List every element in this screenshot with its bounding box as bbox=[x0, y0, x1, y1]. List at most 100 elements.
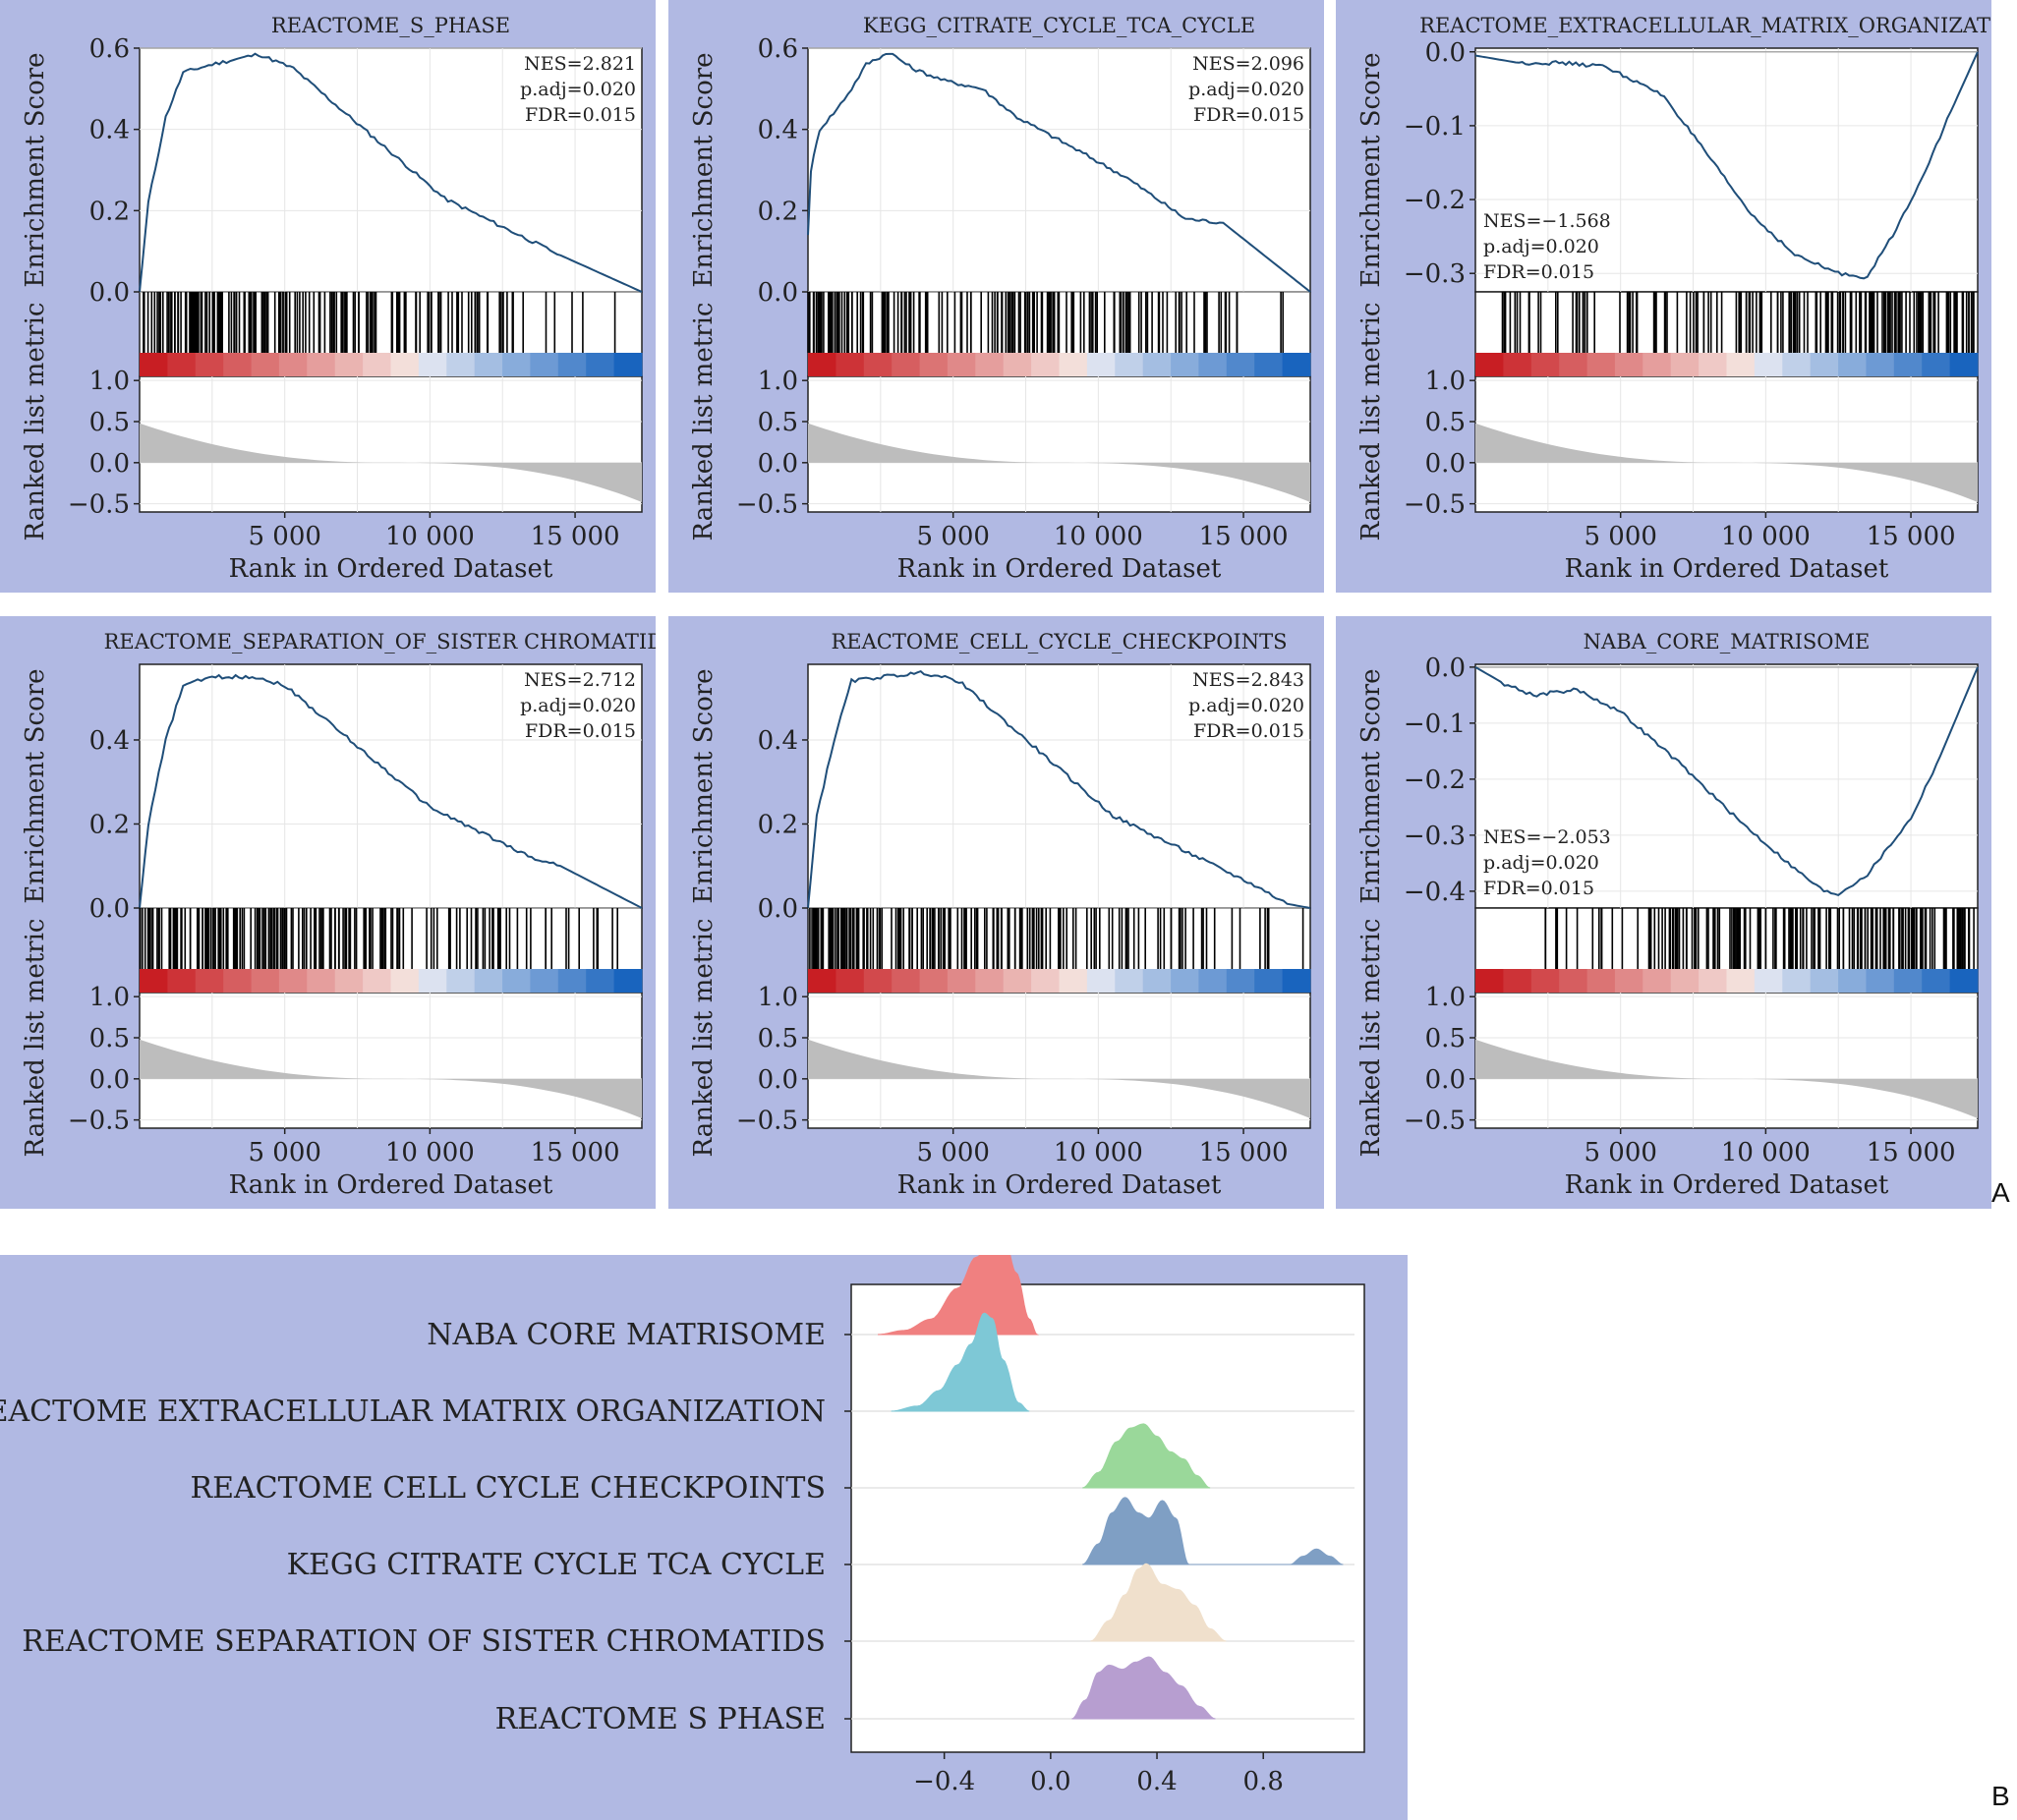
metric-area bbox=[1475, 423, 1978, 502]
heatmap-cell bbox=[586, 353, 615, 376]
figure-label-a: A bbox=[1991, 1177, 2010, 1208]
metric-y-axis-label: Ranked list metric bbox=[21, 303, 50, 541]
heatmap-cell bbox=[1282, 969, 1311, 993]
ridge-x-tick-label: 0.0 bbox=[1030, 1767, 1070, 1796]
es-plot-area bbox=[807, 47, 1311, 293]
es-y-tick-label: 0.2 bbox=[758, 810, 798, 839]
es-line bbox=[807, 669, 1311, 909]
gsea-panel: NABA_CORE_MATRISOME 0.0 −0.1 −0.2 −0.3 −0.4 NE… bbox=[1336, 616, 1991, 1209]
gsea-chart: REACTOME_CELL_CYCLE_CHECKPOINTS 0.0 0.2 0.4… bbox=[689, 630, 1311, 1200]
metric-y-tick-label: 1.0 bbox=[758, 983, 798, 1012]
ridge-density bbox=[1082, 1423, 1211, 1489]
heatmap-cell bbox=[278, 353, 308, 376]
heatmap-cell bbox=[613, 353, 643, 376]
stats-label: NES=2.096 bbox=[1192, 53, 1304, 75]
heatmap-cell bbox=[1503, 353, 1532, 376]
heatmap-cell bbox=[1726, 353, 1756, 376]
heatmap-cell bbox=[1614, 969, 1643, 993]
es-y-axis-label: Enrichment Score bbox=[689, 668, 719, 903]
gsea-panel: REACTOME_SEPARATION_OF_SISTER CHROMATIDS… bbox=[0, 616, 656, 1209]
heatmap-cell bbox=[1614, 353, 1643, 376]
stats-label: FDR=0.015 bbox=[1483, 261, 1594, 283]
heatmap-cell bbox=[390, 353, 420, 376]
heatmap-cell bbox=[167, 969, 197, 993]
heatmap-cell bbox=[140, 353, 168, 376]
heatmap-cell bbox=[1642, 353, 1672, 376]
heatmap-cell bbox=[1475, 353, 1504, 376]
heatmap-cell bbox=[1782, 353, 1812, 376]
panel-title: KEGG_CITRATE_CYCLE_TCA_CYCLE bbox=[863, 14, 1255, 37]
heatmap-cell bbox=[418, 969, 447, 993]
metric-y-tick-label: 1.0 bbox=[1425, 367, 1466, 396]
heatmap-cell bbox=[1059, 353, 1088, 376]
metric-y-tick-label: 0.0 bbox=[1425, 449, 1466, 479]
heatmap-cell bbox=[1838, 353, 1867, 376]
heatmap-cell bbox=[223, 969, 253, 993]
x-axis-label: Rank in Ordered Dataset bbox=[897, 554, 1222, 584]
es-plot-area bbox=[807, 663, 1311, 909]
stats-label: NES=2.821 bbox=[524, 53, 636, 75]
gsea-panels: REACTOME_S_PHASE 0.0 0.2 0.4 0.6 NES=2.821 p.a… bbox=[0, 0, 1991, 1209]
heatmap-cell bbox=[530, 353, 559, 376]
heatmap-cell bbox=[1922, 969, 1951, 993]
metric-y-tick-label: 0.0 bbox=[1425, 1065, 1466, 1095]
stats-label: NES=−1.568 bbox=[1483, 210, 1611, 232]
heatmap-cell bbox=[808, 353, 836, 376]
metric-y-axis-label: Ranked list metric bbox=[1356, 303, 1386, 541]
x-tick-label: 10 000 bbox=[1721, 1138, 1811, 1167]
panel-title: REACTOME_EXTRACELLULAR_MATRIX_ORGANIZATI… bbox=[1419, 14, 1991, 37]
heatmap-cell bbox=[1171, 969, 1199, 993]
heatmap-cell bbox=[1782, 969, 1812, 993]
ridge-category-label: REACTOME SEPARATION OF SISTER CHROMATIDS bbox=[22, 1624, 826, 1659]
heatmap-cell bbox=[363, 969, 391, 993]
heatmap-cell bbox=[1838, 969, 1867, 993]
es-y-tick-label: −0.3 bbox=[1404, 822, 1466, 851]
stats-label: FDR=0.015 bbox=[525, 104, 636, 126]
ridge-density bbox=[1082, 1497, 1344, 1565]
x-axis-label: Rank in Ordered Dataset bbox=[897, 1170, 1222, 1200]
metric-y-tick-label: 0.5 bbox=[89, 1024, 130, 1053]
heatmap-cell bbox=[1115, 353, 1144, 376]
heatmap-cell bbox=[530, 969, 559, 993]
metric-y-axis-label: Ranked list metric bbox=[689, 303, 719, 541]
heatmap-cell bbox=[1530, 969, 1560, 993]
heatmap-cell bbox=[140, 969, 168, 993]
es-y-tick-label: 0.0 bbox=[1425, 654, 1466, 683]
heatmap-cell bbox=[1642, 969, 1672, 993]
stats-label: NES=−2.053 bbox=[1483, 826, 1611, 848]
gsea-panel: REACTOME_CELL_CYCLE_CHECKPOINTS 0.0 0.2 0.4… bbox=[668, 616, 1324, 1209]
metric-y-axis-label: Ranked list metric bbox=[1356, 919, 1386, 1158]
es-y-tick-label: 0.2 bbox=[89, 810, 130, 839]
heatmap-cell bbox=[863, 353, 893, 376]
heatmap-cell bbox=[307, 353, 336, 376]
ridge-x-tick-label: −0.4 bbox=[913, 1767, 975, 1796]
metric-y-tick-label: 0.0 bbox=[89, 1065, 130, 1095]
heatmap-cell bbox=[975, 353, 1005, 376]
ridge-category-label: REACTOME S PHASE bbox=[495, 1702, 826, 1736]
es-y-tick-label: 0.4 bbox=[758, 726, 798, 756]
heatmap-cell bbox=[919, 969, 949, 993]
x-tick-label: 5 000 bbox=[1584, 1138, 1656, 1167]
es-y-axis-label: Enrichment Score bbox=[21, 52, 50, 287]
metric-y-tick-label: 0.0 bbox=[758, 449, 798, 479]
heatmap-cell bbox=[1670, 969, 1700, 993]
es-y-tick-label: 0.4 bbox=[758, 116, 798, 145]
es-y-tick-label: 0.2 bbox=[758, 197, 798, 226]
heatmap-cell bbox=[1559, 353, 1588, 376]
es-y-tick-label: −0.3 bbox=[1404, 259, 1466, 289]
gsea-chart: NABA_CORE_MATRISOME 0.0 −0.1 −0.2 −0.3 −0.4 NE… bbox=[1356, 630, 1979, 1200]
metric-plot-area bbox=[1474, 375, 1979, 513]
heatmap-cell bbox=[1726, 969, 1756, 993]
gsea-chart: REACTOME_EXTRACELLULAR_MATRIX_ORGANIZATI… bbox=[1356, 14, 1991, 584]
es-y-tick-label: 0.0 bbox=[758, 278, 798, 308]
metric-y-tick-label: 1.0 bbox=[1425, 983, 1466, 1012]
heatmap-cell bbox=[1810, 969, 1839, 993]
stats-label: p.adj=0.020 bbox=[1483, 236, 1599, 257]
stats-label: p.adj=0.020 bbox=[520, 79, 636, 100]
ridge-category-label: REACTOME EXTRACELLULAR MATRIX ORGANIZATI… bbox=[0, 1394, 826, 1429]
heatmap-cell bbox=[1559, 969, 1588, 993]
heatmap-cell bbox=[363, 353, 391, 376]
metric-y-tick-label: −0.5 bbox=[68, 490, 130, 520]
heatmap-cell bbox=[1254, 353, 1284, 376]
metric-y-tick-label: 0.5 bbox=[758, 1024, 798, 1053]
